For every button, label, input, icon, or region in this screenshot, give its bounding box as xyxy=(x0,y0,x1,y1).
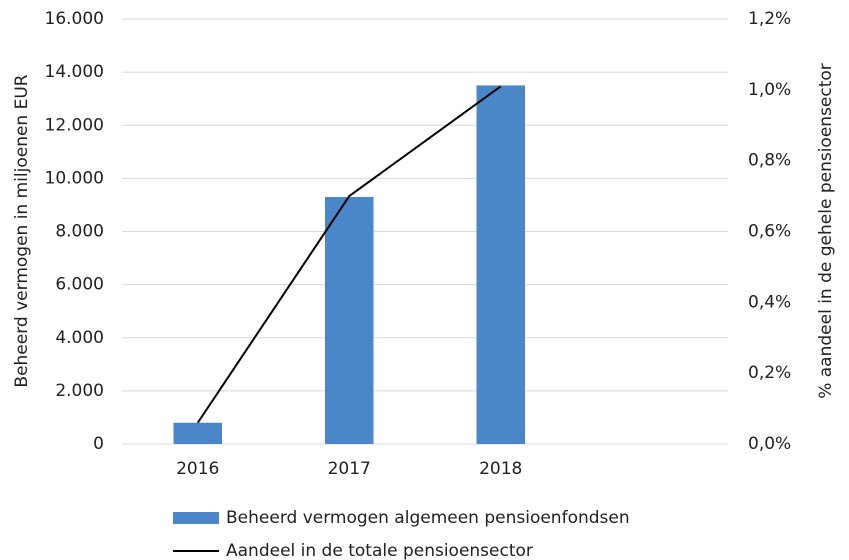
y-tick-label: 12.000 xyxy=(45,115,104,135)
bar xyxy=(325,196,374,444)
bar xyxy=(476,85,525,444)
y-tick-label: 4.000 xyxy=(55,328,104,348)
y2-tick-label: 1,0% xyxy=(748,80,791,100)
y2-tick-label: 0,0% xyxy=(748,434,791,454)
bar xyxy=(173,422,222,444)
y-axis-label: Beheerd vermogen in miljoenen EUR xyxy=(12,74,32,387)
legend-label: Aandeel in de totale pensioensector xyxy=(226,541,533,560)
line xyxy=(196,85,502,424)
y-tick-label: 2.000 xyxy=(55,381,104,401)
y-tick-label: 8.000 xyxy=(55,222,104,242)
legend-swatch xyxy=(173,512,219,524)
x-tick-label: 2016 xyxy=(176,459,219,479)
y2-tick-label: 0,8% xyxy=(748,151,791,171)
y2-tick-label: 0,4% xyxy=(748,292,791,312)
y2-axis-label: % aandeel in de gehele pensioensector xyxy=(816,63,836,399)
y2-tick-label: 0,2% xyxy=(748,363,791,383)
y-tick-label: 6.000 xyxy=(55,275,104,295)
x-tick-label: 2017 xyxy=(328,459,371,479)
legend-label: Beheerd vermogen algemeen pensioenfondse… xyxy=(226,508,630,528)
y-tick-label: 14.000 xyxy=(45,62,104,82)
y2-tick-label: 1,2% xyxy=(748,9,791,29)
y-tick-label: 10.000 xyxy=(45,168,104,188)
x-tick-label: 2018 xyxy=(479,459,522,479)
y-tick-label: 0 xyxy=(93,434,104,454)
y-tick-label: 16.000 xyxy=(45,9,104,29)
y2-tick-label: 0,6% xyxy=(748,222,791,242)
